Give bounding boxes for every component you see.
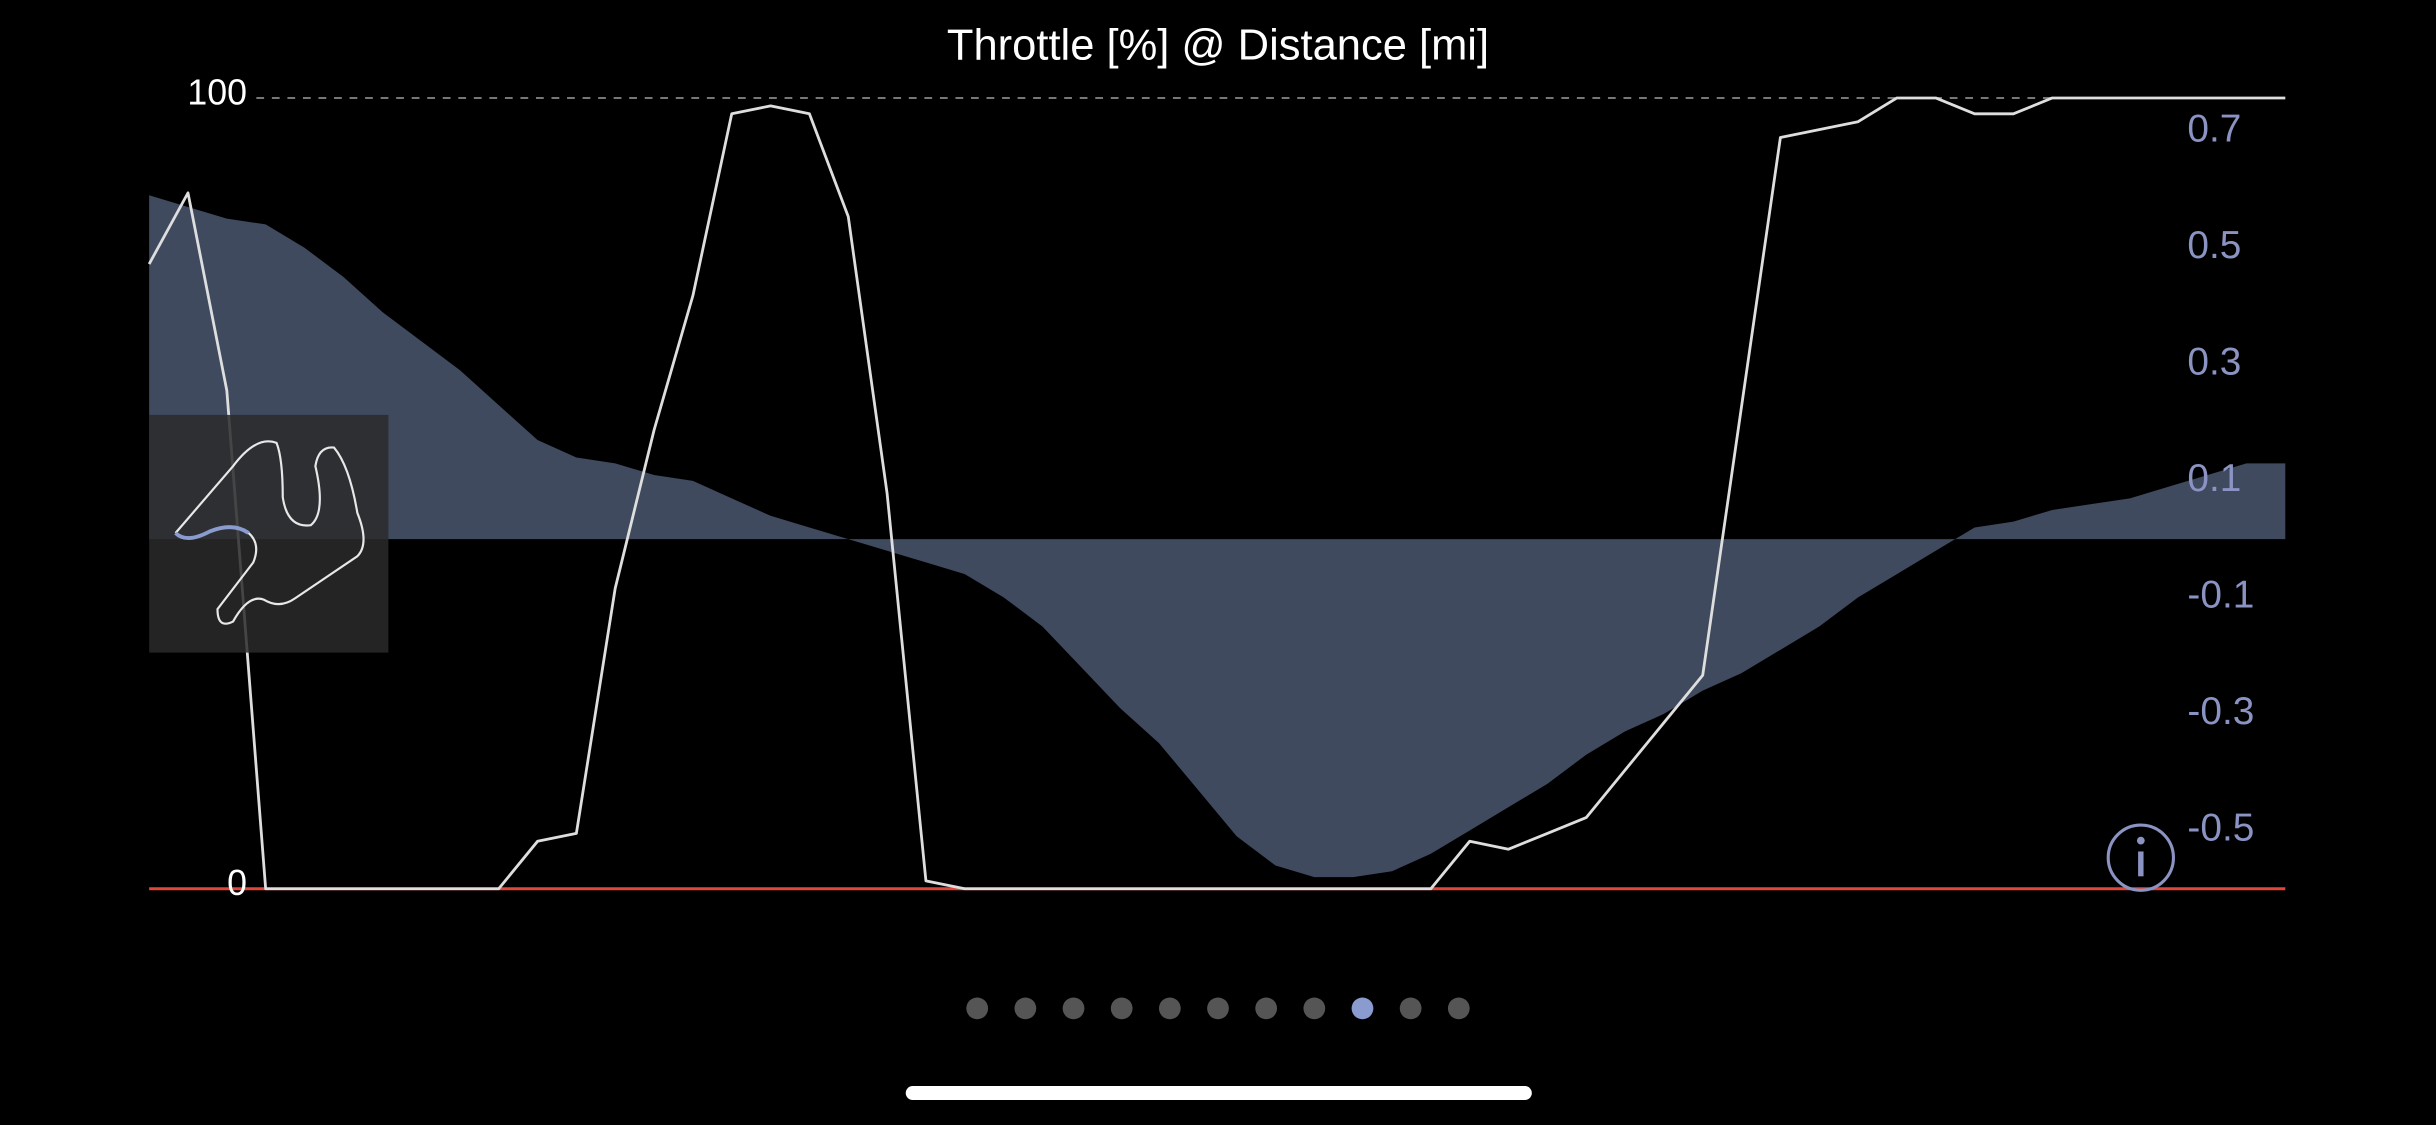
page-dot (1158, 997, 1181, 1020)
page-dot (966, 997, 989, 1020)
plot: 0 100 -0.5 -0.3 -0.1 0.1 0.3 0.5 0.7 (147, 72, 2286, 903)
track-outline (174, 440, 365, 625)
track-map-bg (149, 414, 389, 653)
y2-tick-label: -0.5 (2187, 807, 2254, 850)
y2-tick-label: -0.1 (2187, 574, 2254, 617)
page-dot (1255, 997, 1278, 1020)
y-tick-label: 100 (187, 72, 247, 112)
chart-title: Throttle [%] @ Distance [mi] (947, 22, 1489, 70)
y2-tick-label: 0.1 (2187, 457, 2241, 500)
page-dot (1062, 997, 1085, 1020)
info-button[interactable] (2106, 823, 2175, 892)
info-dot (2136, 836, 2145, 845)
track-position (174, 525, 250, 540)
y2-tick-label: 0.7 (2187, 107, 2241, 150)
throttle-line (147, 96, 2286, 891)
y2-tick-label: 0.3 (2187, 341, 2241, 384)
page-dot (1014, 997, 1037, 1020)
info-circle (2106, 823, 2175, 892)
page-dot (1447, 997, 1470, 1020)
delta-area (149, 195, 2286, 878)
page-dot (1110, 997, 1133, 1020)
page-dot (1399, 997, 1422, 1020)
y2-tick-label: 0.5 (2187, 224, 2241, 267)
page-dot (1351, 997, 1374, 1020)
home-indicator (905, 1086, 1532, 1101)
track-map[interactable] (149, 414, 389, 653)
y2-tick-label: -0.3 (2187, 690, 2254, 733)
page-indicator[interactable] (966, 997, 1470, 1020)
page-dot (1303, 997, 1326, 1020)
y-tick-label: 0 (227, 863, 247, 903)
page-dot (1207, 997, 1229, 1020)
